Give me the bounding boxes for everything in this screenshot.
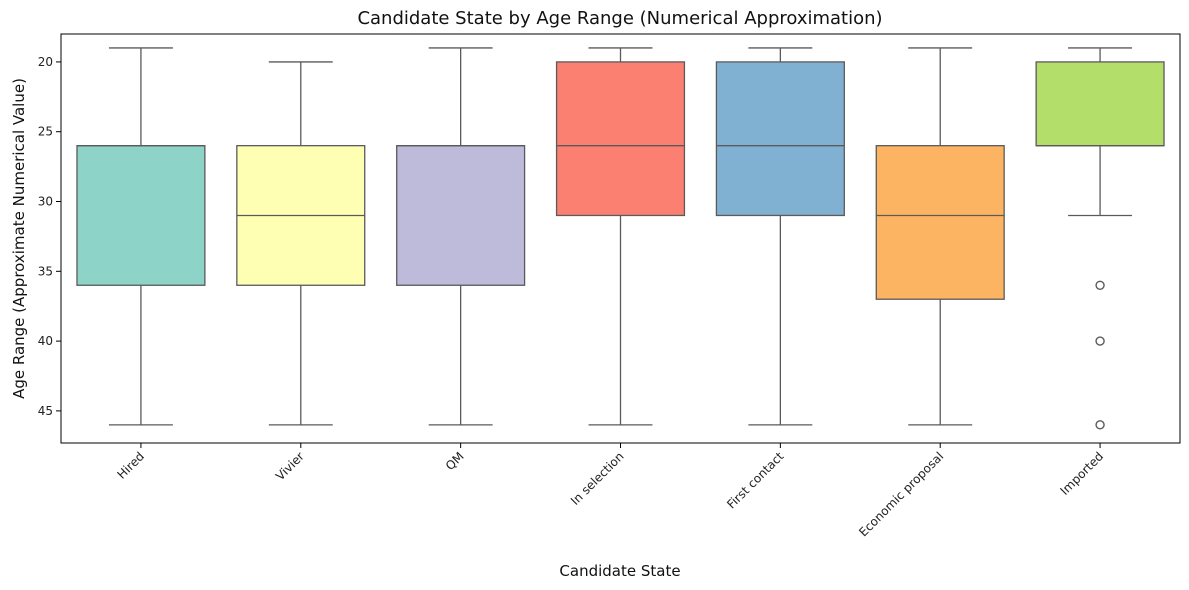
box-iqr [715,61,845,217]
y-tick-label: 40 [38,334,53,348]
y-axis-title: Age Range (Approximate Numerical Value) [10,78,28,399]
box-group [236,61,366,426]
box-group [76,47,206,426]
y-tick-label: 25 [38,125,53,139]
x-tick-label: Imported [1058,449,1107,498]
outlier-point [1095,420,1105,430]
box-iqr [396,145,526,286]
x-axis: Hired Vivier QM In selection First contact Ec… [115,443,1107,539]
plot-area [76,47,1165,430]
y-tick-label: 45 [38,404,53,418]
box-group [715,47,845,426]
box-iqr [1035,61,1165,147]
outlier-point [1095,336,1105,346]
box-group [1035,47,1165,430]
box-group [555,47,686,426]
box-iqr [76,145,206,286]
box-iqr [555,61,686,217]
x-tick-label: Economic proposal [856,449,946,539]
chart-title: Candidate State by Age Range (Numerical … [357,8,882,29]
box-iqr [875,145,1005,300]
y-tick-label: 20 [38,55,53,69]
x-tick-label: First contact [724,449,786,511]
y-tick-label: 30 [38,195,53,209]
x-tick-label: QM [443,449,467,473]
x-tick-label: Hired [115,449,148,482]
box-group [875,47,1005,426]
x-axis-title: Candidate State [559,562,680,580]
box-group [396,47,526,426]
y-axis: 20 25 30 35 40 45 [38,55,61,418]
outlier-point [1095,280,1105,290]
y-tick-label: 35 [38,264,53,278]
x-tick-label: Vivier [273,449,307,483]
x-tick-label: In selection [568,449,627,508]
